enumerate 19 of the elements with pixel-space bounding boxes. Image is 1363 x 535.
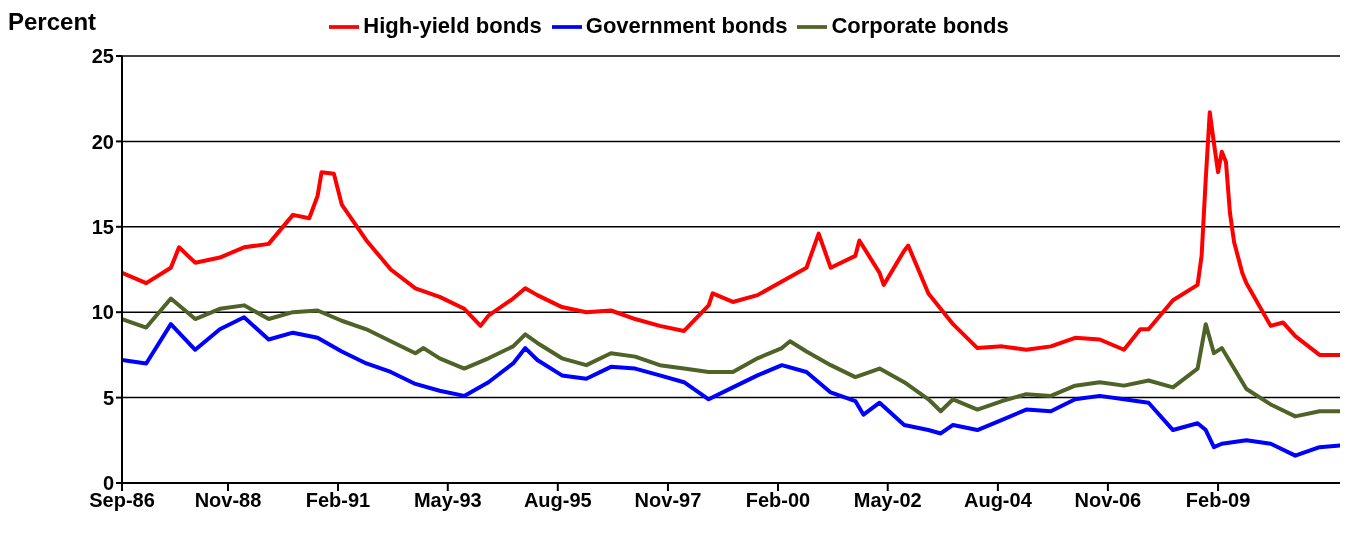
- y-tick-label: 10: [91, 301, 114, 324]
- x-tick-label: Nov-97: [634, 489, 702, 512]
- x-tick-label: May-02: [853, 489, 922, 512]
- x-tick-label: Feb-00: [745, 489, 811, 512]
- y-tick-label: 5: [102, 386, 114, 409]
- legend-label: Government bonds: [585, 12, 788, 38]
- x-tick-label: Nov-88: [194, 489, 262, 512]
- x-tick-label: May-93: [413, 489, 482, 512]
- legend-label: High-yield bonds: [363, 12, 542, 38]
- y-tick-label: 25: [91, 45, 114, 68]
- x-tick-label: Nov-06: [1074, 489, 1142, 512]
- y-tick-label: 15: [91, 215, 114, 238]
- x-tick-label: Aug-95: [523, 489, 592, 512]
- y-axis-title: Percent: [8, 8, 97, 36]
- legend-label: Corporate bonds: [831, 12, 1009, 38]
- y-tick-label: 20: [91, 130, 114, 153]
- x-tick-label: Feb-91: [305, 489, 371, 512]
- x-tick-label: Feb-09: [1185, 489, 1251, 512]
- x-tick-label: Aug-04: [963, 489, 1033, 512]
